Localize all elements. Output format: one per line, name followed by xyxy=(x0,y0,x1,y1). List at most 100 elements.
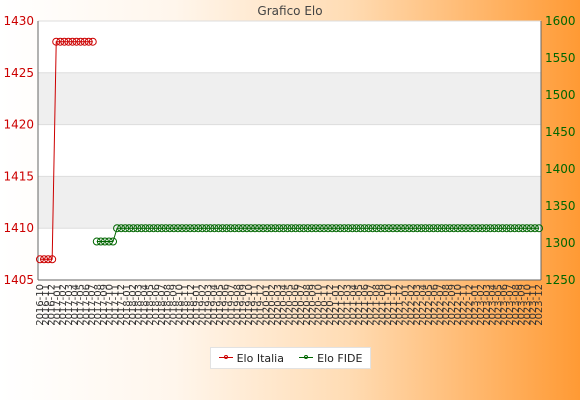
data-point-elo-fide xyxy=(478,224,487,233)
grid-band xyxy=(38,72,541,125)
x-tick-label: 2021-02 xyxy=(337,284,348,326)
data-point-elo-fide xyxy=(153,224,162,233)
x-tick-label: 2023-02 xyxy=(476,284,487,326)
x-tick-label: 2022-02 xyxy=(406,284,417,326)
y-tick-right: 1300 xyxy=(545,236,576,250)
x-tick-label: 2019-09 xyxy=(238,284,249,326)
data-point-elo-fide xyxy=(226,224,235,233)
y-tick-right: 1600 xyxy=(545,14,576,28)
data-point-elo-fide xyxy=(279,224,288,233)
data-point-elo-fide xyxy=(441,224,450,233)
x-tick-label: 2023-01 xyxy=(470,284,481,326)
data-point-elo-fide xyxy=(510,224,519,233)
data-point-elo-fide xyxy=(186,224,195,233)
data-point-elo-fide xyxy=(470,224,479,233)
y-tick-left: 1405 xyxy=(3,273,34,287)
x-tick-label: 2023-09 xyxy=(517,284,528,326)
data-point-elo-fide xyxy=(522,224,531,233)
data-point-elo-fide xyxy=(360,224,369,233)
x-tick-label: 2017-02 xyxy=(58,284,69,326)
x-tick-label: 2017-03 xyxy=(64,284,75,326)
data-point-elo-fide xyxy=(486,224,495,233)
data-point-elo-fide xyxy=(259,224,268,233)
x-tick-label: 2017-01 xyxy=(52,284,63,326)
x-tick-label: 2017-04 xyxy=(70,284,81,326)
x-tick-label: 2022-12 xyxy=(464,284,475,326)
legend-label-elo-fide: Elo FIDE xyxy=(317,351,363,365)
x-tick-label: 2017-08 xyxy=(93,284,104,326)
data-point-elo-fide xyxy=(149,224,158,233)
x-tick-label: 2019-02 xyxy=(197,284,208,326)
legend-item-elo-fide[interactable]: Elo FIDE xyxy=(299,352,362,365)
data-point-elo-italia xyxy=(68,37,77,46)
x-tick-label: 2020-11 xyxy=(319,284,330,326)
data-point-elo-fide xyxy=(502,224,511,233)
data-point-elo-italia xyxy=(76,37,85,46)
data-point-elo-fide xyxy=(474,224,483,233)
data-point-elo-fide xyxy=(344,224,353,233)
data-point-elo-fide xyxy=(246,224,255,233)
data-point-elo-italia xyxy=(40,255,49,264)
x-tick-label: 2022-08 xyxy=(441,284,452,326)
data-point-elo-fide xyxy=(393,224,402,233)
chart-legend: Elo Italia Elo FIDE xyxy=(210,347,371,369)
data-point-elo-fide xyxy=(202,224,211,233)
data-point-elo-fide xyxy=(311,224,320,233)
data-point-elo-fide xyxy=(336,224,345,233)
x-tick-label: 2020-09 xyxy=(308,284,319,326)
x-tick-label: 2019-03 xyxy=(203,284,214,326)
y-tick-right: 1400 xyxy=(545,162,576,176)
data-point-elo-fide xyxy=(104,237,113,246)
data-point-elo-fide xyxy=(271,224,280,233)
x-tick-label: 2019-06 xyxy=(221,284,232,326)
data-point-elo-fide xyxy=(96,237,105,246)
y-tick-left: 1410 xyxy=(3,221,34,235)
data-point-elo-italia xyxy=(48,255,57,264)
x-tick-label: 2023-03 xyxy=(482,284,493,326)
data-point-elo-fide xyxy=(283,224,292,233)
data-point-elo-italia xyxy=(88,37,97,46)
x-tick-label: 2020-04 xyxy=(279,284,290,326)
data-point-elo-fide xyxy=(461,224,470,233)
data-point-elo-fide xyxy=(530,224,539,233)
data-point-elo-fide xyxy=(173,224,182,233)
data-point-elo-fide xyxy=(364,224,373,233)
x-tick-label: 2020-08 xyxy=(302,284,313,326)
data-point-elo-fide xyxy=(287,224,296,233)
data-point-elo-fide xyxy=(324,224,333,233)
data-point-elo-fide xyxy=(518,224,527,233)
data-point-elo-fide xyxy=(113,224,122,233)
data-point-elo-fide xyxy=(194,224,203,233)
data-point-elo-fide xyxy=(380,224,389,233)
data-point-elo-fide xyxy=(376,224,385,233)
data-point-elo-fide xyxy=(109,237,118,246)
x-tick-label: 2017-07 xyxy=(87,284,98,326)
legend-item-elo-italia[interactable]: Elo Italia xyxy=(218,352,284,365)
data-point-elo-fide xyxy=(117,224,126,233)
data-point-elo-fide xyxy=(340,224,349,233)
data-point-elo-fide xyxy=(319,224,328,233)
data-point-elo-fide xyxy=(372,224,381,233)
data-point-elo-fide xyxy=(242,224,251,233)
data-point-elo-fide xyxy=(210,224,219,233)
data-point-elo-fide xyxy=(214,224,223,233)
data-point-elo-fide xyxy=(307,224,316,233)
y-tick-left: 1425 xyxy=(3,66,34,80)
data-point-elo-fide xyxy=(352,224,361,233)
x-tick-label: 2021-06 xyxy=(360,284,371,326)
data-point-elo-fide xyxy=(482,224,491,233)
data-point-elo-fide xyxy=(405,224,414,233)
x-tick-label: 2019-07 xyxy=(226,284,237,326)
data-point-elo-italia xyxy=(44,255,53,264)
data-point-elo-fide xyxy=(457,224,466,233)
x-tick-label: 2018-05 xyxy=(145,284,156,326)
y-tick-right: 1550 xyxy=(545,51,576,65)
x-tick-label: 2017-11 xyxy=(110,284,121,326)
x-tick-label: 2018-02 xyxy=(128,284,139,326)
data-point-elo-fide xyxy=(425,224,434,233)
data-point-elo-fide xyxy=(165,224,174,233)
y-tick-left: 1420 xyxy=(3,118,34,132)
data-point-elo-italia xyxy=(60,37,69,46)
x-tick-label: 2022-11 xyxy=(459,284,470,326)
